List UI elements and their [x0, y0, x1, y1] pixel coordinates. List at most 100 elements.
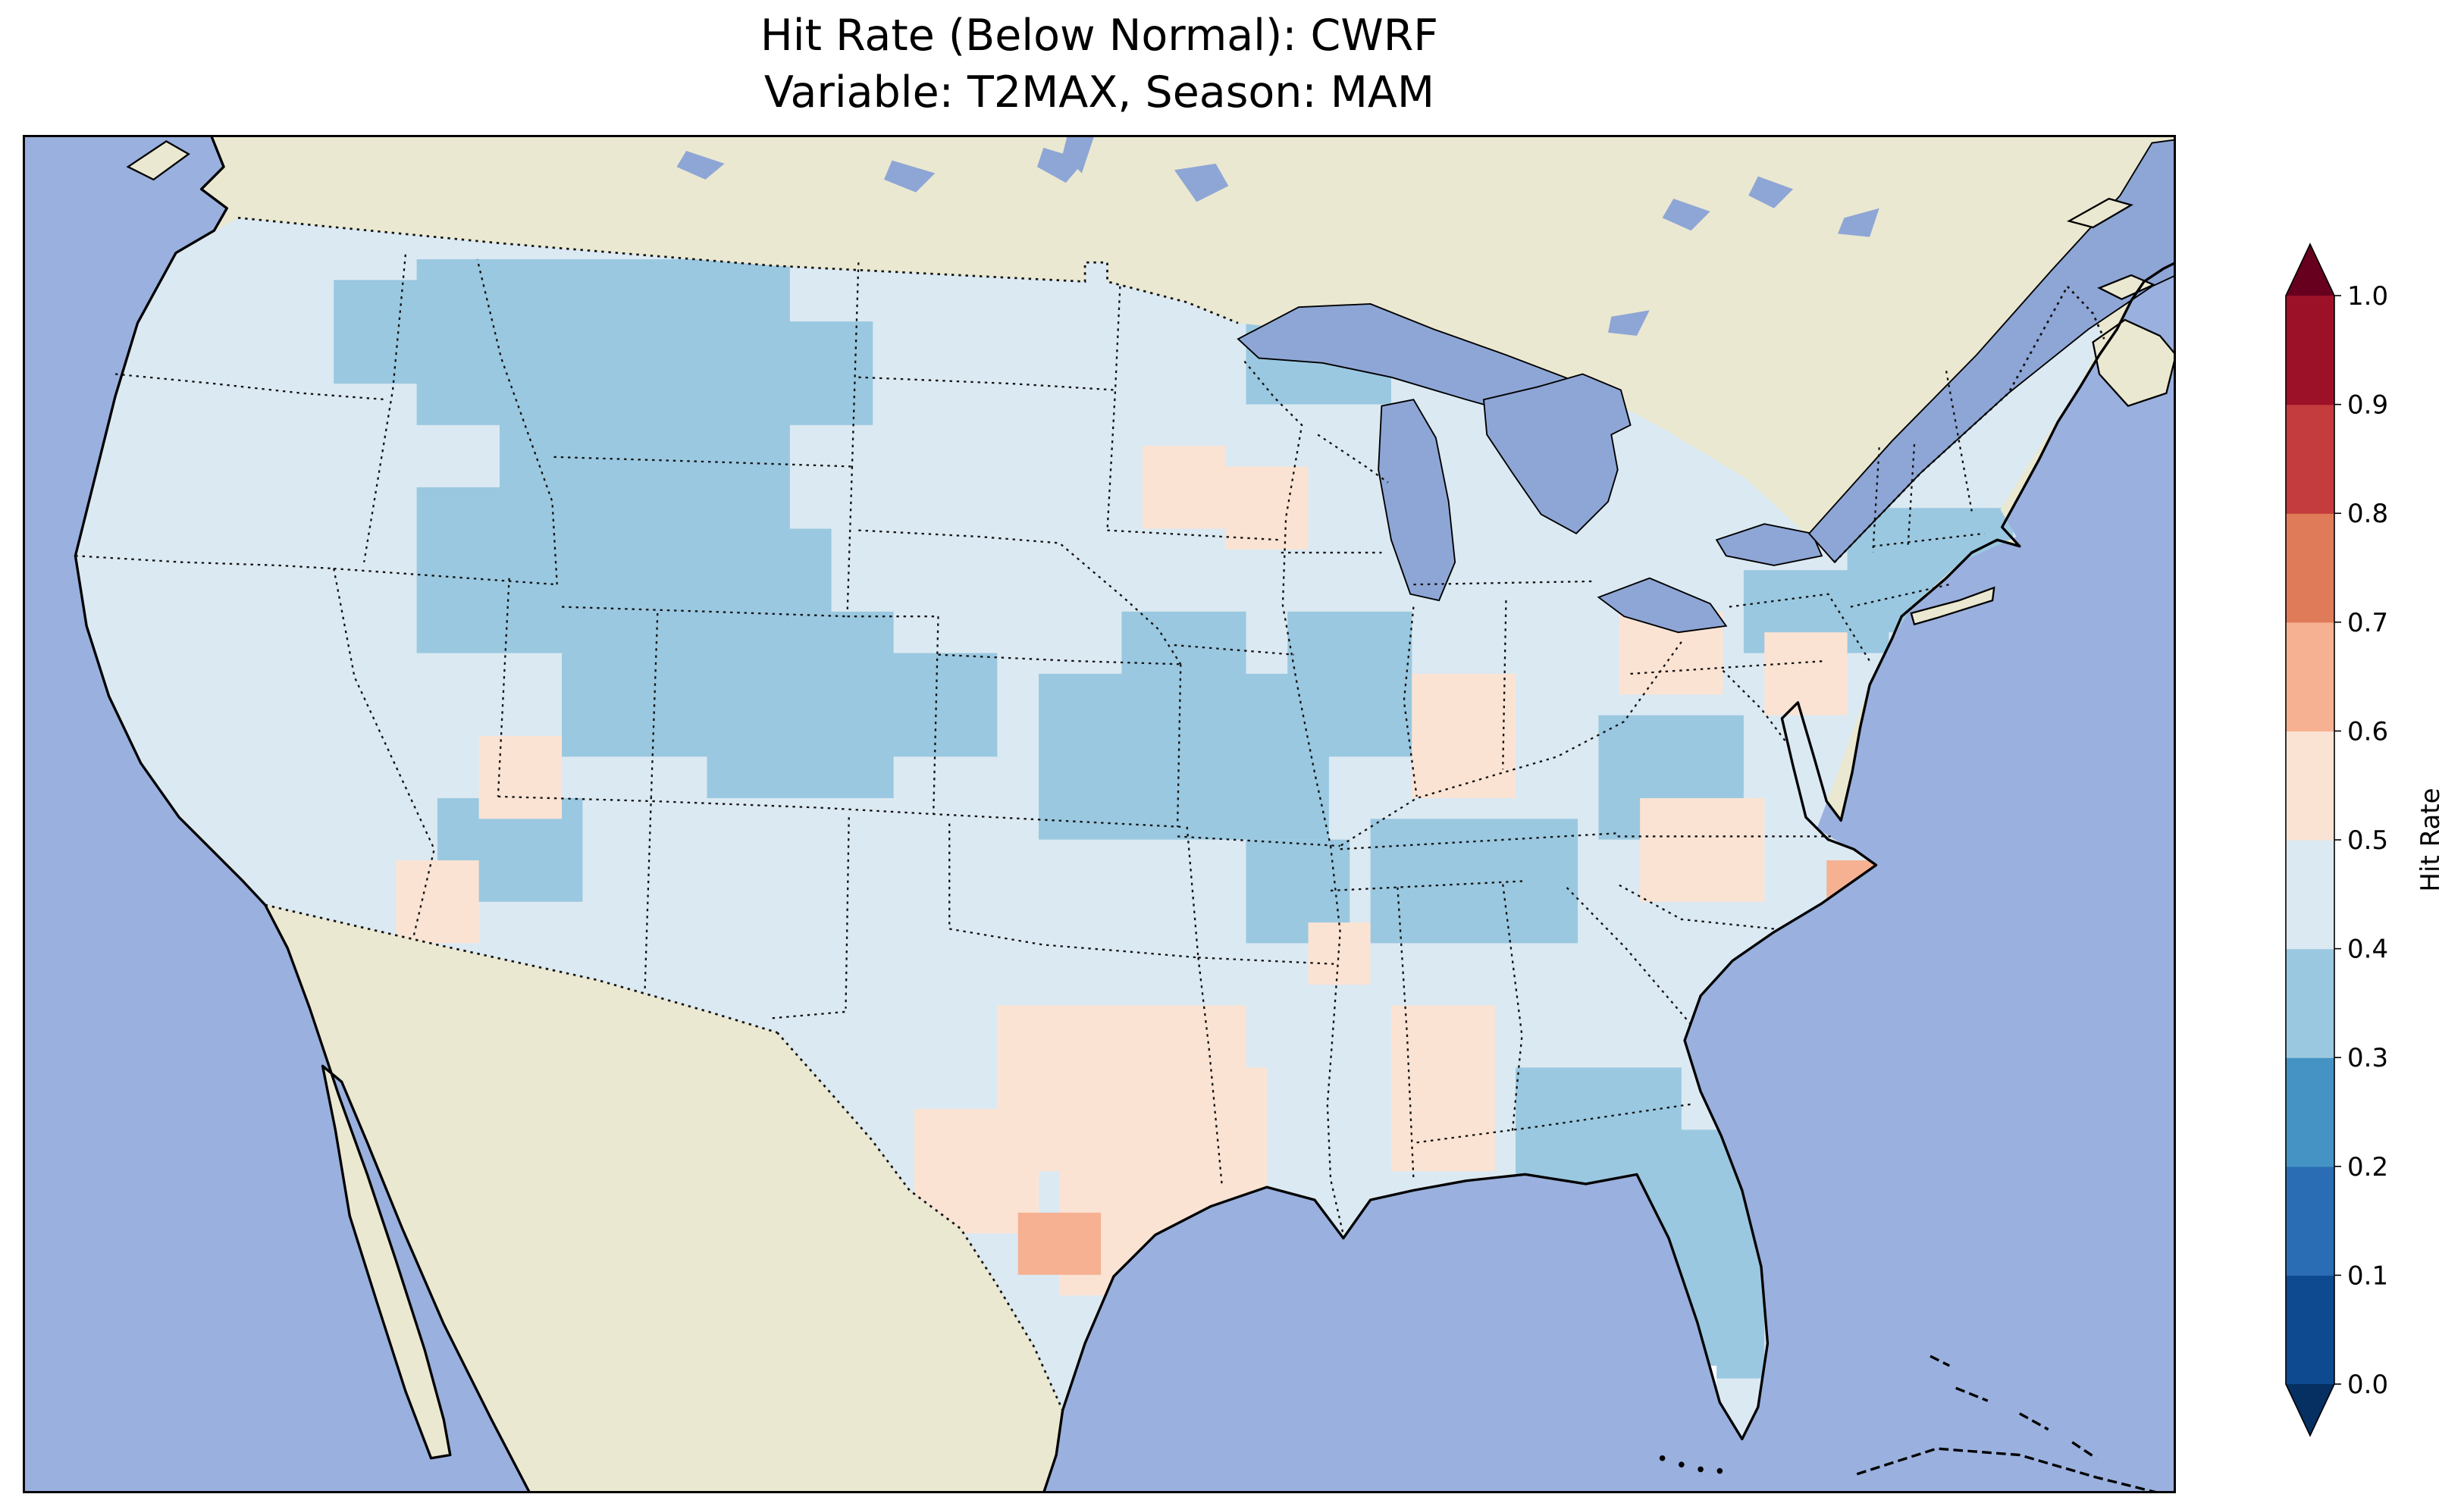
hit-rate-patch: [478, 735, 563, 819]
hit-rate-patch: [396, 860, 479, 944]
island-coast: [1930, 1355, 1951, 1367]
colorbar-segment: [2286, 731, 2334, 841]
state-border: [1630, 659, 1826, 675]
colorbar-tick-label: 0.1: [2347, 1261, 2388, 1291]
state-border: [1397, 887, 1415, 1179]
lake: [1838, 208, 1879, 237]
florida-keys-dot: [1716, 1467, 1723, 1474]
state-border: [851, 262, 860, 467]
state-border: [1177, 835, 1340, 847]
colorbar-tick-label: 0.2: [2347, 1152, 2388, 1182]
lake: [1748, 176, 1794, 208]
lake: [884, 160, 936, 193]
state-border: [1722, 669, 1791, 748]
colorbar-segment: [2286, 404, 2334, 514]
state-border: [1873, 532, 1985, 547]
lake: [1036, 147, 1086, 183]
state-border: [1340, 832, 1618, 850]
state-border: [553, 456, 852, 468]
hit-rate-patch: [1640, 797, 1765, 902]
hit-rate-patch: [1121, 1067, 1267, 1192]
state-border: [650, 612, 659, 797]
hit-rate-patch: [1412, 673, 1516, 798]
great-lake: [1715, 523, 1823, 566]
colorbar-segment: [2286, 622, 2334, 731]
island: [2097, 274, 2156, 300]
state-border: [1326, 845, 1344, 1236]
hit-rate-patch: [1764, 632, 1848, 716]
state-border: [1330, 880, 1525, 892]
island-coast: [2071, 1441, 2097, 1460]
state-border: [1416, 1103, 1691, 1144]
state-border: [114, 373, 387, 401]
colorbar-segment: [2286, 840, 2334, 950]
colorbar-tick-label: 0.3: [2347, 1043, 2388, 1073]
state-border: [644, 796, 653, 993]
colorbar-tick-label: 1.0: [2347, 281, 2388, 312]
florida-keys-dot: [1698, 1466, 1704, 1473]
state-border: [1107, 529, 1280, 541]
island-coast: [1955, 1386, 1989, 1402]
state-border: [933, 616, 939, 815]
state-border: [1566, 886, 1692, 1026]
hit-rate-patch: [873, 653, 998, 757]
great-lake: [1597, 577, 1728, 634]
colorbar-segment: [2286, 1275, 2334, 1385]
colorbar-segment: [2286, 1057, 2334, 1167]
hit-rate-patch: [1039, 673, 1329, 840]
lake: [1062, 135, 1095, 174]
lake: [1608, 310, 1650, 337]
state-border: [1186, 826, 1199, 958]
state-border: [1907, 443, 1916, 547]
colorbar-segment: [2286, 1166, 2334, 1276]
state-border: [1176, 664, 1182, 827]
state-border: [497, 795, 1181, 828]
colorbar-tick-label: 0.9: [2347, 390, 2388, 421]
map-frame: [23, 135, 2176, 1493]
great-lake: [1378, 399, 1456, 602]
state-border: [497, 578, 510, 797]
st-lawrence-river: [1807, 139, 2176, 564]
island: [2092, 318, 2176, 407]
colorbar-segment: [2286, 948, 2334, 1058]
island: [2066, 197, 2134, 229]
florida-keys-dot: [1659, 1455, 1666, 1461]
hit-rate-patch: [1370, 819, 1578, 944]
colorbar-tick-label: 0.4: [2347, 935, 2388, 965]
colorbar-tick-label: 0.8: [2347, 499, 2388, 529]
state-border: [363, 254, 407, 562]
state-border: [858, 376, 1116, 391]
hit-rate-patch: [1308, 922, 1371, 985]
hit-rate-field: [75, 218, 2105, 1439]
lake: [676, 151, 725, 180]
coastline: [74, 135, 2176, 1493]
state-border: [1174, 644, 1294, 656]
colorbar-extend-high: [2286, 244, 2334, 296]
colorbar-tick-label: 0.5: [2347, 825, 2388, 856]
hit-rate-patch: [1142, 446, 1226, 529]
island-coast: [1856, 1447, 2161, 1493]
figure-title: Hit Rate (Below Normal): CWRF Variable: …: [23, 8, 2176, 121]
hit-rate-patch: [1121, 611, 1246, 695]
hit-rate-patch: [1017, 1212, 1102, 1275]
lake: [1174, 163, 1229, 202]
great-lake: [1482, 373, 1632, 534]
state-border: [75, 555, 334, 570]
canada-border: [2066, 285, 2105, 340]
island: [126, 140, 190, 181]
florida-keys-dot: [1679, 1461, 1685, 1467]
state-border: [1617, 883, 1774, 930]
hit-rate-patch: [1287, 611, 1412, 757]
state-border: [1317, 434, 1389, 484]
state-border: [1106, 286, 1121, 531]
state-border: [1413, 580, 1593, 586]
lake: [1662, 199, 1710, 231]
state-border: [772, 1010, 846, 1019]
state-border: [334, 567, 557, 586]
colorbar-tick-label: 0.6: [2347, 716, 2388, 747]
state-border: [1945, 371, 1973, 512]
state-border: [1502, 884, 1523, 1132]
island: [1910, 586, 1995, 626]
us-hit-rate-map: [23, 135, 2176, 1493]
island-coast: [2019, 1412, 2049, 1431]
